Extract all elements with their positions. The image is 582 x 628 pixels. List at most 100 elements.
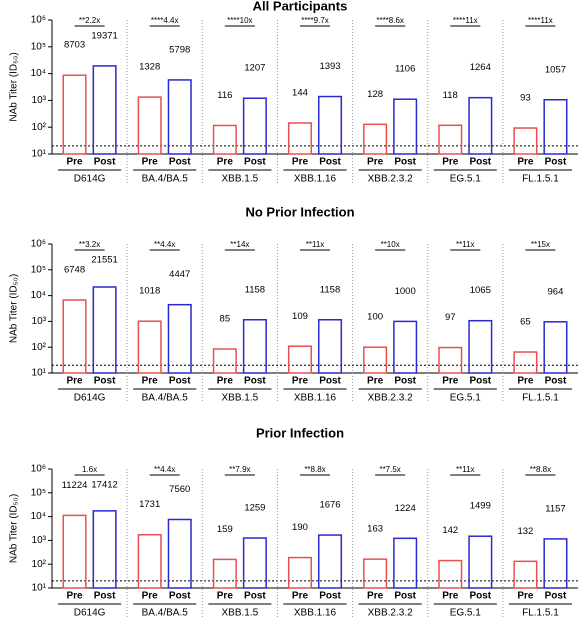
- bar: [212, 558, 237, 589]
- category-label: XBB.1.5: [222, 393, 259, 404]
- group-label: Pre: [442, 591, 459, 602]
- value-label: 1158: [320, 284, 340, 295]
- group-label: Pre: [66, 376, 83, 387]
- value-label: 163: [367, 524, 383, 535]
- group-label: Post: [94, 157, 116, 168]
- bar: [513, 127, 538, 155]
- bar: [137, 533, 162, 589]
- category-label: XBB.1.5: [222, 174, 259, 185]
- group-label: Post: [394, 591, 416, 602]
- panel-title: All Participants: [253, 0, 348, 13]
- category-label: XBB.1.16: [294, 608, 337, 619]
- comparison-label: **11x: [456, 465, 475, 474]
- comparison-label: **7.9x: [229, 465, 250, 474]
- group-label: Post: [169, 157, 191, 168]
- value-label: 1264: [470, 62, 491, 73]
- bar: [137, 96, 162, 155]
- group-label: Pre: [142, 376, 159, 387]
- y-axis-label: NAb Titer (ID₅₀): [9, 274, 20, 343]
- bar: [393, 98, 418, 155]
- bar: [167, 303, 192, 374]
- bar: [242, 319, 267, 374]
- y-tick-label: 10¹: [32, 368, 47, 379]
- y-tick-label: 10²: [32, 122, 47, 133]
- y-tick-label: 10⁵: [31, 41, 46, 52]
- category-label: EG.5.1: [450, 393, 482, 404]
- bar: [468, 535, 493, 589]
- y-tick-label: 10⁶: [31, 239, 46, 250]
- comparison-label: **2.2x: [79, 16, 100, 25]
- comparison-label: ****8.6x: [376, 16, 404, 25]
- group-label: Pre: [517, 591, 534, 602]
- group-label: Pre: [217, 157, 234, 168]
- comparison-label: **11x: [306, 240, 325, 249]
- group-label: Post: [244, 376, 266, 387]
- comparison-label: **4.4x: [154, 465, 175, 474]
- value-label: 132: [517, 526, 533, 537]
- group-label: Pre: [292, 591, 309, 602]
- bar: [318, 534, 343, 589]
- group-label: Pre: [217, 376, 234, 387]
- bar: [287, 345, 312, 374]
- bar: [513, 351, 538, 374]
- comparison-label: **4.4x: [154, 240, 175, 249]
- value-label: 159: [217, 524, 233, 535]
- category-label: XBB.1.16: [294, 393, 337, 404]
- bar: [287, 122, 312, 155]
- category-label: BA.4/BA.5: [142, 174, 189, 185]
- value-label: 142: [442, 525, 458, 536]
- bar: [242, 537, 267, 589]
- group-label: Post: [394, 376, 416, 387]
- bar: [363, 123, 388, 155]
- y-tick-label: 10¹: [32, 149, 47, 160]
- comparison-label: ****9.7x: [301, 16, 329, 25]
- value-label: 1224: [395, 503, 416, 514]
- y-tick-label: 10³: [32, 535, 47, 546]
- value-label: 8703: [64, 40, 85, 51]
- bar: [438, 124, 463, 155]
- value-label: 65: [520, 317, 531, 328]
- bar: [393, 537, 418, 589]
- category-label: FL.1.5.1: [522, 608, 559, 619]
- bar: [167, 79, 192, 155]
- group-label: Pre: [367, 591, 384, 602]
- value-label: 5798: [169, 44, 190, 55]
- bar: [468, 96, 493, 155]
- bar: [92, 65, 117, 155]
- comparison-label: **3.2x: [79, 240, 100, 249]
- group-label: Post: [469, 591, 491, 602]
- value-label: 1065: [470, 285, 491, 296]
- bar: [62, 74, 87, 155]
- value-label: 128: [367, 89, 383, 100]
- comparison-label: 1.6x: [82, 465, 97, 474]
- category-label: FL.1.5.1: [522, 174, 559, 185]
- group-label: Pre: [442, 376, 459, 387]
- value-label: 1676: [319, 500, 340, 511]
- category-label: XBB.1.5: [222, 608, 259, 619]
- group-label: Post: [545, 376, 567, 387]
- group-label: Post: [469, 376, 491, 387]
- comparison-label: ****10x: [227, 16, 252, 25]
- group-label: Post: [319, 591, 341, 602]
- y-axis-label: NAb Titer (ID₅₀): [9, 52, 20, 121]
- y-tick-label: 10²: [32, 342, 47, 353]
- category-label: XBB.2.3.2: [368, 174, 413, 185]
- y-tick-label: 10¹: [32, 583, 47, 594]
- bar: [62, 514, 87, 589]
- y-tick-label: 10⁴: [31, 68, 46, 79]
- comparison-label: **15x: [531, 240, 550, 249]
- group-label: Pre: [66, 591, 83, 602]
- group-label: Pre: [367, 157, 384, 168]
- comparison-label: **7.5x: [379, 465, 400, 474]
- value-label: 93: [520, 93, 531, 104]
- group-label: Pre: [292, 376, 309, 387]
- value-label: 19371: [91, 31, 117, 42]
- group-label: Pre: [442, 157, 459, 168]
- category-label: XBB.2.3.2: [368, 393, 413, 404]
- y-tick-label: 10⁴: [31, 511, 46, 522]
- value-label: 1207: [244, 63, 265, 74]
- bar: [92, 510, 117, 589]
- value-label: 118: [443, 90, 458, 101]
- y-tick-label: 10⁶: [31, 464, 46, 475]
- comparison-label: **10x: [381, 240, 400, 249]
